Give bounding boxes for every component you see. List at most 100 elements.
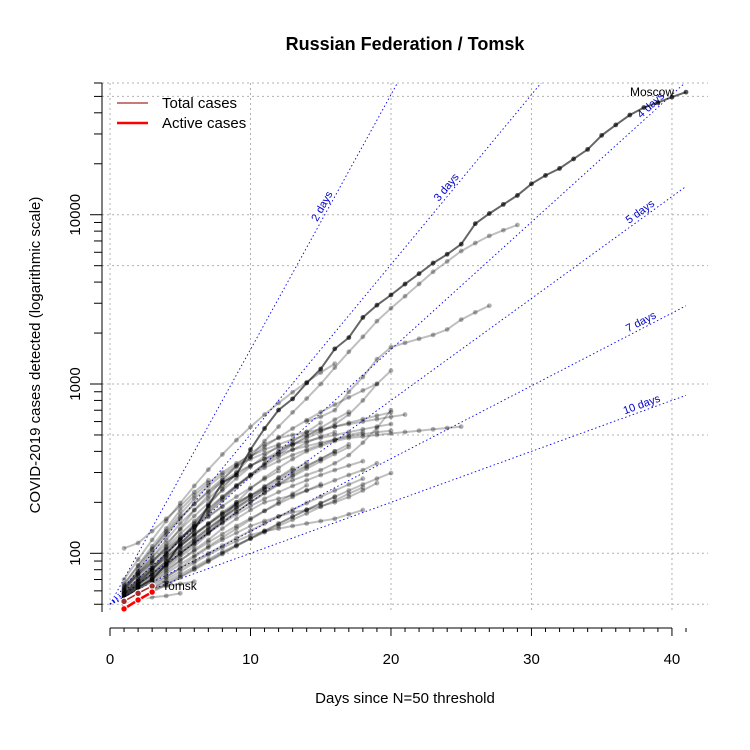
- series-point: [177, 527, 183, 533]
- series-point: [262, 438, 267, 444]
- series-point: [205, 506, 211, 511]
- series-point: [205, 522, 211, 527]
- series-point: [191, 483, 197, 489]
- series-point: [290, 517, 296, 523]
- series-point: [318, 501, 324, 506]
- series-point: [276, 482, 281, 488]
- series-point: [262, 453, 267, 459]
- series-point: [304, 432, 310, 438]
- series-point: [248, 463, 253, 468]
- series-point: [219, 494, 225, 500]
- series-point: [163, 582, 169, 588]
- series-point: [191, 547, 197, 553]
- series-point: [318, 458, 324, 464]
- series-point: [276, 434, 281, 440]
- series-point: [332, 432, 338, 438]
- series-point: [486, 211, 492, 216]
- series-point: [388, 431, 394, 436]
- series-point: [205, 467, 211, 473]
- series-point: [374, 302, 380, 308]
- series-point: [262, 412, 267, 417]
- series-point: [219, 535, 225, 540]
- series-line: [123, 421, 322, 593]
- series-point: [163, 583, 169, 589]
- series-point: [163, 577, 169, 582]
- series-line: [123, 444, 280, 588]
- series-point: [304, 500, 310, 506]
- series-point: [234, 464, 239, 470]
- series-point: [402, 412, 408, 417]
- series-line: [123, 472, 392, 604]
- series-point: [374, 424, 380, 430]
- series-point: [135, 567, 141, 573]
- series-line: [123, 446, 350, 597]
- series-point: [121, 590, 127, 596]
- series-point: [318, 441, 324, 447]
- series-point: [248, 454, 253, 460]
- series-point: [388, 421, 394, 427]
- series-point: [191, 567, 197, 573]
- series-point: [177, 543, 183, 549]
- series-point: [163, 575, 169, 580]
- series-point: [219, 477, 225, 483]
- series-point: [374, 318, 380, 324]
- series-point: [332, 451, 338, 457]
- series-point: [177, 511, 183, 517]
- series-point: [262, 486, 267, 492]
- series-point: [276, 468, 281, 474]
- active-cases-point: [134, 596, 142, 604]
- series-point: [219, 550, 225, 556]
- series-point: [318, 429, 324, 435]
- series-point: [248, 528, 253, 534]
- series-point: [599, 132, 605, 138]
- series-point: [304, 396, 310, 402]
- series-point: [135, 572, 141, 577]
- series-point: [360, 388, 366, 393]
- series-point: [191, 531, 197, 537]
- series-point: [346, 349, 352, 355]
- series-point: [290, 452, 296, 458]
- series-point: [304, 464, 310, 470]
- series-point: [149, 560, 155, 566]
- series-line: [123, 411, 392, 586]
- series-point: [360, 374, 366, 380]
- series-point: [318, 370, 324, 375]
- chart-title: Russian Federation / Tomsk: [286, 34, 526, 54]
- series-point: [219, 504, 225, 510]
- series-point: [248, 496, 253, 502]
- series-point: [135, 581, 141, 587]
- series-point: [163, 537, 169, 543]
- series-point: [360, 434, 366, 439]
- reference-line-label: 3 days: [432, 171, 462, 204]
- series-point: [276, 481, 281, 487]
- series-point: [248, 454, 253, 460]
- annotations: Moscow Tomsk: [162, 85, 674, 593]
- series-point: [388, 428, 394, 434]
- series-point: [304, 448, 310, 454]
- series-point: [444, 259, 450, 264]
- series-point: [177, 548, 183, 553]
- series-point: [234, 482, 239, 488]
- series-point: [290, 507, 296, 513]
- series-point: [276, 424, 281, 430]
- series-point: [177, 590, 183, 596]
- series-point: [318, 504, 324, 510]
- series-line: [123, 429, 392, 592]
- y-tick-label: 1000: [67, 367, 84, 400]
- series-point: [163, 555, 169, 561]
- series-point: [304, 507, 310, 513]
- series-point: [248, 472, 253, 478]
- series-point: [234, 530, 239, 536]
- series-point: [219, 516, 225, 522]
- series-point: [290, 470, 296, 475]
- series-point: [346, 488, 352, 493]
- series-point: [234, 485, 239, 490]
- series-point: [135, 569, 141, 574]
- series-point: [205, 527, 211, 533]
- series-point: [121, 589, 127, 595]
- series-point: [121, 584, 127, 590]
- series-point: [149, 567, 155, 573]
- series-point: [360, 426, 366, 432]
- series-point: [205, 477, 211, 483]
- series-point: [304, 440, 310, 446]
